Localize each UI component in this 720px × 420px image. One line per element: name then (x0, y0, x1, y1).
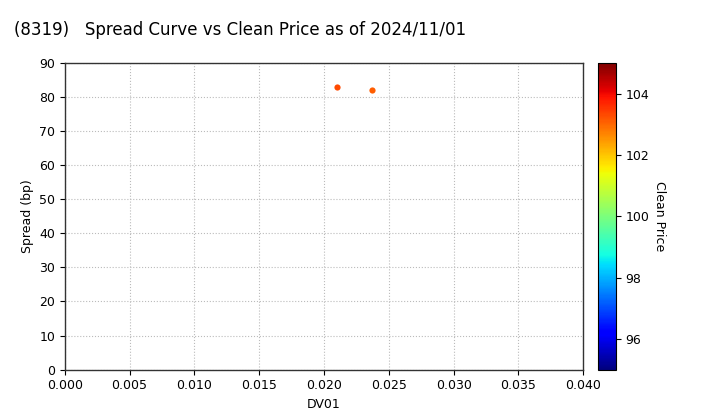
Point (331, 84, 343, 90)
X-axis label: DV01: DV01 (307, 398, 341, 411)
Text: (8319)   Spread Curve vs Clean Price as of 2024/11/01: (8319) Spread Curve vs Clean Price as of… (14, 21, 467, 39)
Y-axis label: Clean Price: Clean Price (653, 181, 666, 252)
Point (366, 87, 378, 94)
Y-axis label: Spread (bp): Spread (bp) (21, 179, 34, 253)
